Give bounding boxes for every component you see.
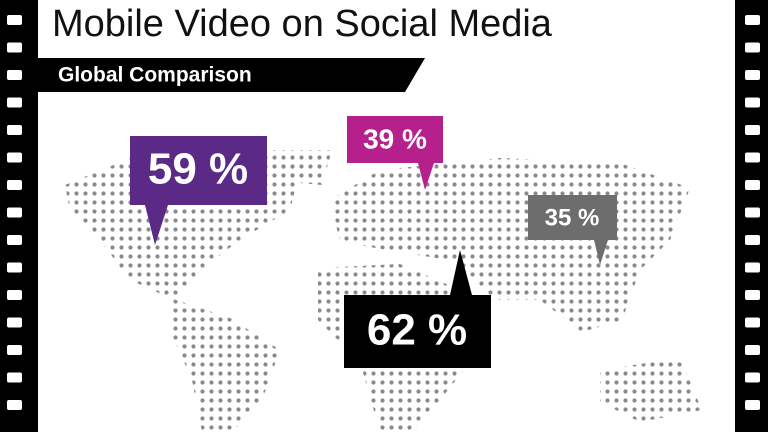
film-hole (745, 207, 760, 218)
callout-box (344, 250, 491, 368)
film-hole (7, 262, 22, 273)
film-hole (7, 180, 22, 190)
film-hole (7, 97, 22, 108)
film-hole (745, 180, 760, 190)
callout: 39 % (347, 116, 443, 190)
film-hole (745, 15, 760, 25)
callout-label: 39 % (363, 123, 427, 154)
film-hole (7, 207, 22, 218)
title: Mobile Video on Social Media (52, 3, 553, 45)
callout-box (528, 195, 617, 265)
film-hole (7, 70, 22, 80)
film-hole (745, 317, 760, 328)
film-hole (7, 345, 22, 355)
callout: 62 % (344, 250, 491, 368)
south-america (170, 298, 280, 432)
callout-box (347, 116, 443, 190)
subtitle-banner (38, 58, 425, 92)
subtitle: Global Comparison (58, 64, 252, 87)
film-hole (745, 262, 760, 273)
film-hole (745, 97, 760, 108)
film-hole (7, 400, 22, 410)
film-hole (745, 152, 760, 163)
film-hole (745, 290, 760, 300)
film-hole (7, 317, 22, 328)
callout-label: 62 % (367, 306, 467, 355)
film-hole (745, 70, 760, 80)
film-hole (7, 290, 22, 300)
callout: 59 % (130, 136, 267, 245)
film-hole (745, 372, 760, 383)
film-hole (7, 235, 22, 245)
film-hole (745, 345, 760, 355)
film-hole (7, 125, 22, 135)
film-hole (7, 372, 22, 383)
film-hole (7, 152, 22, 163)
film-hole (745, 235, 760, 245)
film-hole (7, 42, 22, 53)
greenland (270, 150, 332, 185)
callout-label: 59 % (148, 145, 248, 194)
australia (600, 358, 702, 422)
film-hole (745, 42, 760, 53)
callout-label: 35 % (545, 204, 600, 231)
film-hole (745, 125, 760, 135)
callout-box (130, 136, 267, 245)
film-hole (7, 15, 22, 25)
film-hole (745, 400, 760, 410)
callout: 35 % (528, 195, 617, 265)
